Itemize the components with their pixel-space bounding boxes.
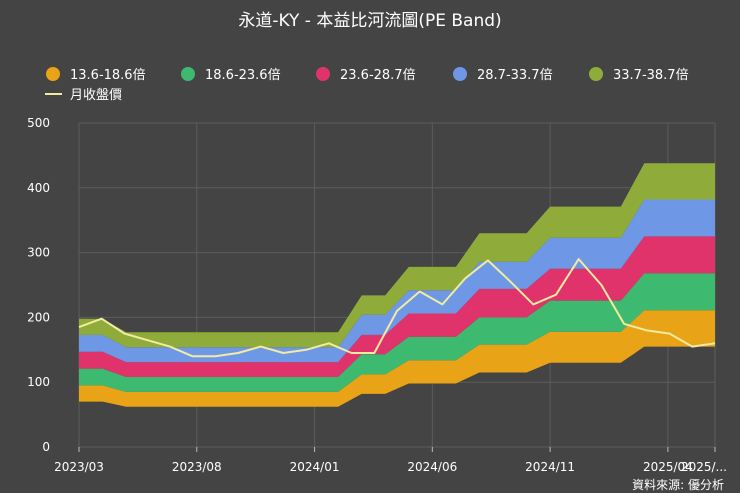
legend-label-band-5: 33.7-38.7倍 <box>613 68 689 83</box>
y-tick-label: 100 <box>27 375 50 389</box>
x-tick-label: 2023/03 <box>54 460 104 474</box>
legend-label-band-1: 13.6-18.6倍 <box>70 68 146 83</box>
legend-swatch-band-5 <box>589 67 603 81</box>
pe-band-5 <box>79 163 715 348</box>
chart-title: 永道-KY - 本益比河流圖(PE Band) <box>238 11 501 31</box>
pe-bands <box>79 163 715 407</box>
legend-item-band-2[interactable]: 18.6-23.6倍 <box>181 67 281 83</box>
legend-label-price: 月收盤價 <box>70 88 122 103</box>
y-tick-label: 200 <box>27 310 50 324</box>
legend-swatch-band-3 <box>316 67 330 81</box>
y-tick-label: 400 <box>27 181 50 195</box>
legend: 13.6-18.6倍 18.6-23.6倍 23.6-28.7倍 28.7-33… <box>45 67 689 103</box>
legend-swatch-band-1 <box>46 67 60 81</box>
price-series <box>78 258 716 358</box>
pe-band-3 <box>79 236 715 377</box>
x-tick-label: 2024/11 <box>525 460 575 474</box>
y-tick-label: 300 <box>27 246 50 260</box>
legend-item-band-1[interactable]: 13.6-18.6倍 <box>46 67 146 83</box>
legend-item-band-4[interactable]: 28.7-33.7倍 <box>453 67 553 83</box>
legend-swatch-band-2 <box>181 67 195 81</box>
legend-label-band-4: 28.7-33.7倍 <box>477 68 553 83</box>
legend-swatch-band-4 <box>453 67 467 81</box>
legend-item-price[interactable]: 月收盤價 <box>45 88 122 103</box>
y-tick-label: 500 <box>27 116 50 130</box>
x-tick-label: 2023/08 <box>172 460 222 474</box>
legend-item-band-3[interactable]: 23.6-28.7倍 <box>316 67 416 83</box>
pe-band-1 <box>79 310 715 407</box>
legend-label-band-2: 18.6-23.6倍 <box>205 68 281 83</box>
x-tick-label: 2024/06 <box>407 460 457 474</box>
price-line <box>78 258 716 358</box>
y-axis-ticks: 0 100 200 300 400 500 <box>27 116 50 454</box>
pe-band-4 <box>79 199 715 363</box>
x-tick-label: 2025/... <box>681 460 727 474</box>
y-tick-label: 0 <box>42 440 50 454</box>
legend-label-band-3: 23.6-28.7倍 <box>340 68 416 83</box>
legend-item-band-5[interactable]: 33.7-38.7倍 <box>589 67 689 83</box>
source-note: 資料來源: 優分析 <box>632 478 724 492</box>
x-axis-ticks: 2023/03 2023/08 2024/01 2024/06 2024/11 2025/… <box>54 447 727 474</box>
pe-band-2 <box>79 273 715 392</box>
x-tick-label: 2024/01 <box>290 460 340 474</box>
x-tick-label: 2025/04 <box>643 460 693 474</box>
